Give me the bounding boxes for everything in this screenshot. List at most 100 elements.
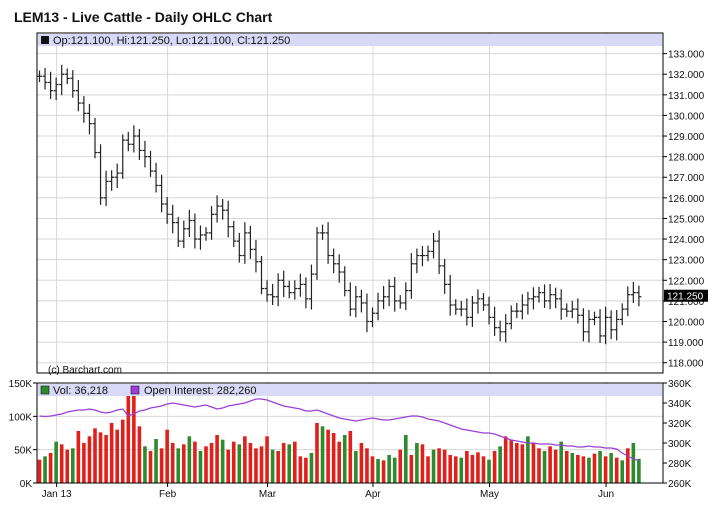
price-axis: 118.000 119.000 120.000 121.000 122.000 123.0… — [663, 50, 705, 370]
ohlc-bar — [114, 163, 120, 188]
open-interest-axis: 260K 280K 300K 320K 340K 360K — [663, 379, 692, 490]
price-tick-label: 129.000 — [668, 132, 705, 143]
ohlc-bar — [125, 131, 131, 152]
ohlc-bar — [314, 227, 320, 280]
ohlc-bar — [564, 303, 570, 317]
volume-bar — [259, 446, 264, 483]
ohlc-bar — [580, 308, 586, 342]
volume-bar — [193, 441, 197, 483]
ohlc-bar — [514, 302, 520, 319]
ohlc-bar — [342, 266, 348, 297]
ohlc-bar — [308, 264, 314, 310]
ohlc-bar — [431, 232, 437, 259]
ohlc-bar — [142, 140, 148, 168]
volume-bar — [48, 453, 53, 483]
volume-bar — [287, 444, 292, 483]
volume-bar — [509, 439, 514, 483]
ohlc-bar — [70, 70, 76, 98]
volume-bar — [476, 452, 480, 483]
ohlc-bar — [264, 280, 270, 302]
volume-bar — [415, 443, 419, 483]
ohlc-bar — [259, 255, 264, 295]
volume-bar — [387, 455, 391, 483]
volume-bar — [404, 435, 408, 483]
ohlc-bar — [103, 170, 109, 207]
volume-bar — [231, 441, 236, 483]
volume-tick-label: 100K — [9, 412, 33, 423]
ohlc-bar — [170, 204, 176, 234]
ohlc-bar — [242, 222, 248, 264]
ohlc-bar — [347, 282, 353, 317]
volume-bar — [553, 449, 558, 483]
volume-bar — [187, 436, 192, 483]
ohlc-bar — [303, 277, 309, 309]
volume-bar — [426, 456, 430, 483]
black-square-icon — [41, 36, 49, 44]
ohlc-bar — [492, 306, 498, 336]
volume-bar — [437, 448, 441, 483]
ohlc-bar — [148, 150, 153, 177]
ohlc-bar — [209, 206, 215, 240]
ohlc-bar — [364, 293, 370, 333]
ohlc-bar — [214, 195, 220, 223]
open-interest-line — [39, 398, 640, 462]
ohlc-bar — [286, 280, 292, 299]
volume-bar — [43, 456, 47, 483]
ohlc-bar — [381, 286, 387, 310]
ohlc-bar — [153, 162, 159, 193]
ohlc-bar — [536, 286, 542, 303]
volume-bar — [609, 453, 613, 483]
volume-legend-text: Vol: 36,218 — [53, 385, 108, 397]
volume-bar — [237, 444, 242, 483]
ohlc-bar — [109, 170, 115, 191]
ohlc-bar — [625, 286, 631, 317]
ohlc-bar — [42, 68, 48, 90]
price-tick-label: 133.000 — [668, 50, 705, 61]
volume-panel: Vol: 36,218 Open Interest: 282,260 — [36, 382, 664, 484]
volume-bar — [515, 443, 519, 483]
volume-bar — [626, 448, 630, 483]
date-tick-label: Jan 13 — [42, 489, 72, 500]
date-tick-label: Feb — [159, 489, 177, 500]
ohlc-bar — [403, 282, 409, 310]
ohlc-bar — [48, 71, 54, 99]
watermark: (c) Barchart.com — [48, 365, 122, 376]
ohlc-bar — [408, 253, 414, 299]
volume-bar — [409, 455, 414, 483]
volume-bar — [559, 441, 563, 483]
price-panel: Op:121.100, Hi:121.250, Lo:121.100, Cl:1… — [36, 32, 664, 376]
volume-bar — [98, 432, 103, 483]
volume-bar — [448, 455, 452, 483]
volume-bar — [442, 449, 447, 483]
volume-bar — [581, 456, 586, 483]
ohlc-bar — [592, 311, 597, 326]
volume-bar — [170, 443, 175, 483]
ohlc-bar — [619, 303, 625, 326]
volume-legend-band — [38, 384, 662, 396]
ohlc-bar — [192, 213, 198, 249]
volume-bar — [381, 460, 386, 483]
volume-bar — [470, 455, 475, 483]
volume-bar — [564, 451, 569, 483]
price-tick-label: 120.000 — [668, 317, 705, 328]
volume-bar — [143, 446, 147, 483]
ohlc-bar — [597, 309, 603, 343]
ohlc-bar — [386, 279, 392, 307]
ohlc-bar — [231, 220, 237, 247]
open-interest-tick-label: 340K — [668, 399, 692, 410]
ohlc-bar — [320, 224, 326, 240]
price-tick-label: 118.000 — [668, 359, 704, 370]
open-interest-tick-label: 280K — [668, 459, 692, 470]
volume-bar — [620, 460, 625, 483]
ohlc-bar — [442, 258, 448, 294]
volume-panel-frame — [36, 382, 664, 484]
ohlc-bar — [136, 129, 142, 160]
ohlc-bar — [392, 276, 398, 312]
ohlc-bar — [331, 248, 337, 274]
ohlc-bar — [447, 274, 453, 316]
volume-axis: 0K 50K 100K 150K — [9, 379, 37, 490]
ohlc-bar — [497, 320, 503, 342]
volume-bar — [614, 457, 619, 483]
ohlc-bar — [375, 292, 381, 321]
volume-bar — [59, 444, 64, 483]
